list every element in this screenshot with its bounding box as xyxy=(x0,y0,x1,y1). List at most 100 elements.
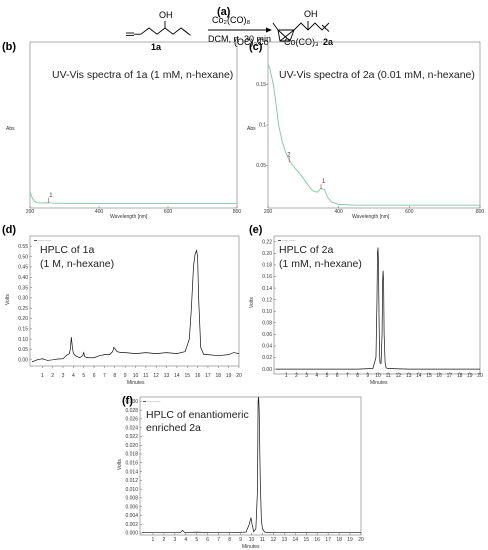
y-tick-label-f: 0.000 xyxy=(125,531,138,537)
y-tick-label-d: 0.35 xyxy=(18,285,28,291)
y-tick-label-d: 0.10 xyxy=(18,337,28,343)
y-tick-label-f: 0.012 xyxy=(125,478,138,484)
y-tick-label-c: 0.05 xyxy=(256,163,266,169)
x-tick-label-d: 4 xyxy=(72,373,75,379)
structure-1a xyxy=(126,21,191,36)
peak-label-c: 1 xyxy=(322,179,326,185)
x-tick-label-e: 12 xyxy=(396,373,402,379)
x-tick-label-d: 7 xyxy=(103,373,106,379)
y-tick-label-d: 0.25 xyxy=(18,306,28,312)
reaction-scheme: (a) OH 1a Co₂(CO)₈ DCM, rt ,30 min xyxy=(126,6,334,52)
x-tick-label-d: 1 xyxy=(41,373,44,379)
y-tick-label-f: 0.020 xyxy=(125,443,138,449)
x-tick-label-e: 14 xyxy=(416,373,422,379)
x-tick-label-e: 15 xyxy=(426,373,432,379)
x-tick-label-b: 200 xyxy=(26,209,35,215)
x-tick-label-f: 11 xyxy=(260,537,265,543)
cobalt-left-label: (OC)₃Co xyxy=(234,37,269,47)
x-tick-label-f: 16 xyxy=(314,537,320,543)
y-tick-label-c: 0.15 xyxy=(256,82,266,88)
conditions-label: DCM, rt ,30 min xyxy=(208,34,271,44)
series-line-f xyxy=(142,396,361,533)
x-tick-label-e: 13 xyxy=(406,373,412,379)
x-tick-label-c: 600 xyxy=(405,209,414,215)
peak-label-c: 2 xyxy=(287,152,291,158)
x-tick-label-d: 13 xyxy=(164,373,170,379)
oh-label-2a: OH xyxy=(304,9,318,19)
y-tick-label-e: 0.06 xyxy=(262,332,272,338)
x-tick-label-f: 20 xyxy=(358,537,364,543)
x-tick-label-c: 800 xyxy=(476,209,485,215)
x-tick-label-e: 4 xyxy=(315,373,318,379)
x-tick-label-d: 12 xyxy=(153,373,159,379)
chart-panel-c: (c) UV-Vis spectra of 2a (0.01 mM, n-hex… xyxy=(247,41,484,220)
x-tick-label-e: 7 xyxy=(346,373,349,379)
x-tick-label-e: 6 xyxy=(336,373,339,379)
y-tick-label-f: 0.030 xyxy=(125,399,138,405)
y-tick-label-e: 0.04 xyxy=(262,344,272,350)
annotation-f: HPLC of enantiomeric xyxy=(146,409,249,421)
plot-frame-c xyxy=(267,41,481,209)
plot-area-e: 1 2 3 4 5 6 7 8 9 10 11 12 13 14 15 16 17 18 19 200.000.020… xyxy=(262,239,483,379)
x-tick-label-f: 9 xyxy=(239,537,242,543)
compound-label-1a: 1a xyxy=(151,42,162,52)
x-tick-label-c: 200 xyxy=(264,209,273,215)
y-tick-label-d: 0.30 xyxy=(18,296,28,302)
legend-f: ▬ ─── ─── xyxy=(143,399,161,403)
series-line-d xyxy=(31,249,240,363)
x-tick-label-d: 16 xyxy=(195,373,201,379)
y-tick-label-f: 0.018 xyxy=(125,452,138,458)
y-tick-label-e: 0.00 xyxy=(262,367,272,373)
x-tick-label-e: 5 xyxy=(326,373,329,379)
panel-label-c: (c) xyxy=(249,41,263,53)
y-tick-label-e: 0.16 xyxy=(262,274,272,280)
x-tick-label-d: 17 xyxy=(205,373,211,379)
x-tick-label-e: 16 xyxy=(436,373,442,379)
x-axis-label-b: Wavelength [nm] xyxy=(110,214,148,220)
y-tick-label-f: 0.010 xyxy=(125,487,138,493)
x-tick-label-e: 17 xyxy=(447,373,453,379)
y-tick-label-f: 0.026 xyxy=(125,417,138,423)
y-tick-label-f: 0.002 xyxy=(125,522,138,528)
x-tick-label-d: 9 xyxy=(124,373,127,379)
y-tick-label-d: 0.05 xyxy=(18,347,28,353)
plot-frame-d xyxy=(29,235,240,367)
x-tick-label-b: 400 xyxy=(95,209,104,215)
legend-e: ▬ ─── ─── xyxy=(278,238,296,242)
x-tick-label-e: 8 xyxy=(356,373,359,379)
y-tick-label-c: 0.1 xyxy=(259,123,266,129)
plot-area-b: 200 400 600 800 1 xyxy=(26,191,241,215)
x-tick-label-d: 19 xyxy=(226,373,232,379)
y-tick-label-f: 0.008 xyxy=(125,496,138,502)
panel-label-e: (e) xyxy=(249,224,263,236)
x-tick-label-d: 14 xyxy=(174,373,180,379)
y-tick-label-e: 0.22 xyxy=(262,239,272,245)
plot-frame-f xyxy=(139,396,362,536)
chart-panel-b: (b) UV-Vis spectra of 1a (1 mM, n-hexane… xyxy=(2,41,241,220)
y-tick-label-e: 0.14 xyxy=(262,286,272,292)
series-line-c xyxy=(267,64,480,206)
x-tick-label-f: 5 xyxy=(195,537,198,543)
x-tick-label-e: 10 xyxy=(375,373,381,379)
panel-label-b: (b) xyxy=(2,41,16,53)
x-axis-label-f: Minutes xyxy=(242,544,260,550)
legend-d: ▬ ─── ─── xyxy=(34,238,52,242)
x-tick-label-d: 6 xyxy=(93,373,96,379)
series-line-e xyxy=(276,247,480,370)
y-tick-label-d: 0.45 xyxy=(18,265,28,271)
y-tick-label-e: 0.10 xyxy=(262,309,272,315)
y-axis-label-c: Abs xyxy=(247,126,256,132)
x-tick-label-e: 18 xyxy=(457,373,463,379)
x-tick-label-d: 3 xyxy=(62,373,65,379)
x-tick-label-f: 2 xyxy=(163,537,166,543)
annotation-e: HPLC of 2a xyxy=(279,244,333,256)
y-tick-label-e: 0.20 xyxy=(262,251,272,257)
y-tick-label-d: 0.20 xyxy=(18,316,28,322)
oh-label-1a: OH xyxy=(159,10,173,20)
y-tick-label-f: 0.006 xyxy=(125,504,138,510)
y-tick-label-f: 0.022 xyxy=(125,434,138,440)
y-tick-label-d: 0.55 xyxy=(18,244,28,250)
y-tick-label-e: 0.08 xyxy=(262,321,272,327)
plot-area-c: 200 400 600 800 0.05 0.1 0.15 1 2 xyxy=(256,64,484,215)
